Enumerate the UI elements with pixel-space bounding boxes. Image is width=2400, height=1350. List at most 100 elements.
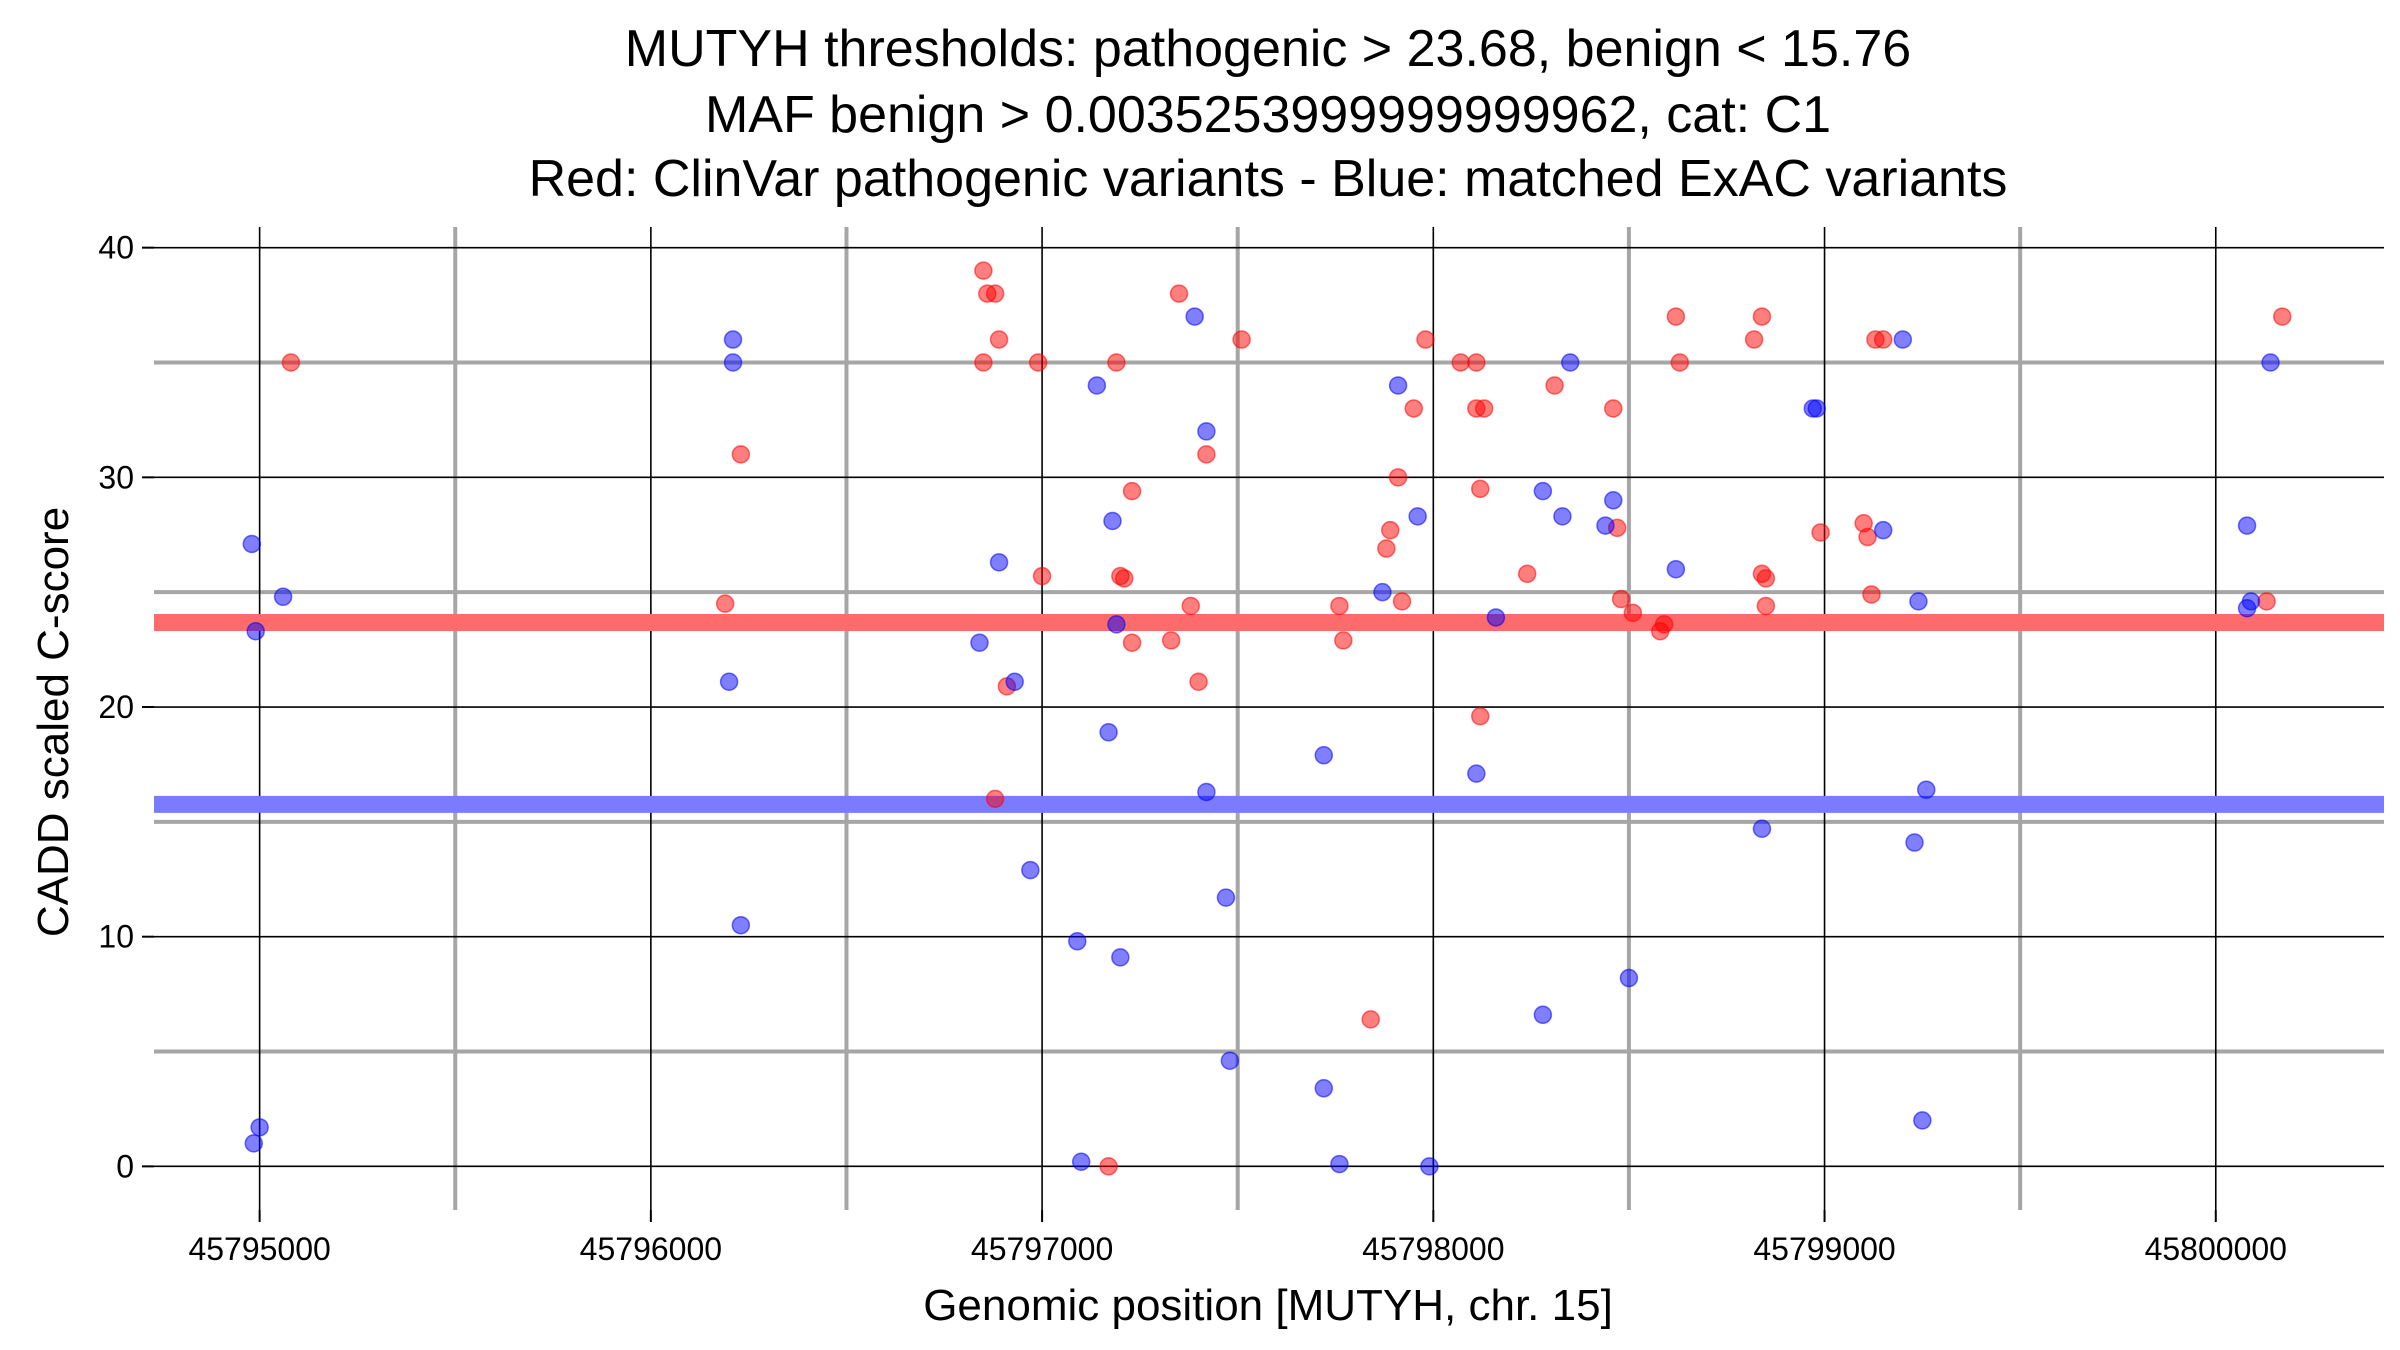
pathogenic-point bbox=[1517, 564, 1537, 584]
pathogenic-point bbox=[1028, 353, 1048, 372]
benign-point bbox=[1917, 780, 1936, 799]
pathogenic-point bbox=[974, 353, 993, 372]
benign-point bbox=[244, 1134, 264, 1153]
benign-point bbox=[2241, 592, 2261, 611]
pathogenic-point bbox=[1361, 1010, 1380, 1029]
threshold-lines bbox=[154, 613, 2384, 813]
y-tick-label: 0 bbox=[116, 1148, 134, 1184]
pathogenic-point bbox=[1114, 569, 1134, 588]
x-tick-label: 45795000 bbox=[188, 1231, 330, 1267]
benign-point bbox=[1314, 1079, 1334, 1098]
chart-title-line-3: Red: ClinVar pathogenic variants - Blue:… bbox=[529, 150, 2008, 208]
pathogenic-point bbox=[1169, 284, 1189, 303]
pathogenic-point bbox=[989, 330, 1009, 349]
benign-point bbox=[723, 330, 743, 349]
pathogenic-point bbox=[2257, 592, 2276, 611]
pathogenic-point bbox=[1752, 307, 1772, 326]
pathogenic-point bbox=[1107, 353, 1126, 372]
benign-point bbox=[1913, 1111, 1932, 1130]
pathogenic-point bbox=[1451, 353, 1470, 372]
benign-point bbox=[1087, 376, 1107, 395]
benign-point bbox=[1596, 516, 1615, 535]
x-tick-label: 45796000 bbox=[580, 1231, 722, 1267]
benign-point bbox=[1533, 481, 1553, 501]
chart-title: MUTYH thresholds: pathogenic > 23.68, be… bbox=[529, 20, 2008, 208]
pathogenic-series bbox=[281, 261, 2292, 1176]
pathogenic-point bbox=[1666, 307, 1686, 326]
benign-point bbox=[1005, 672, 1024, 692]
pathogenic-point bbox=[1161, 631, 1181, 650]
major-grid bbox=[154, 227, 2384, 1210]
benign-point bbox=[1071, 1152, 1091, 1172]
benign-point bbox=[1103, 511, 1122, 531]
pathogenic-point bbox=[731, 445, 751, 464]
benign-point bbox=[1666, 559, 1686, 579]
chart-title-line-1: MUTYH thresholds: pathogenic > 23.68, be… bbox=[625, 20, 1911, 78]
pathogenic-point bbox=[1623, 603, 1643, 623]
benign-point bbox=[723, 353, 743, 372]
benign-series bbox=[242, 307, 2280, 1176]
benign-point bbox=[1220, 1051, 1240, 1070]
benign-point bbox=[1388, 376, 1408, 395]
pathogenic-point bbox=[1181, 596, 1201, 616]
benign-point bbox=[2261, 353, 2280, 372]
pathogenic-point bbox=[1334, 631, 1353, 650]
benign-point bbox=[273, 587, 293, 607]
benign-point bbox=[1197, 782, 1216, 802]
pathogenic-point bbox=[281, 353, 301, 372]
benign-point bbox=[731, 915, 751, 935]
pathogenic-point bbox=[1611, 589, 1631, 609]
benign-point bbox=[1486, 608, 1506, 627]
x-tick-label: 45800000 bbox=[2145, 1231, 2287, 1267]
benign-point bbox=[1021, 860, 1040, 880]
benign-point bbox=[1560, 353, 1580, 372]
pathogenic-point bbox=[1122, 481, 1142, 501]
y-axis-title: CADD scaled C-score bbox=[29, 507, 78, 937]
benign-point bbox=[989, 553, 1009, 572]
pathogenic-point bbox=[1744, 330, 1764, 349]
benign-point bbox=[2237, 516, 2257, 535]
x-axis-title: Genomic position [MUTYH, chr. 15] bbox=[923, 1281, 1613, 1330]
pathogenic-point bbox=[1471, 479, 1490, 499]
pathogenic-point bbox=[1122, 633, 1142, 652]
plot-area: 0 10 20 30 40 45795000 45796000 45797000 457980… bbox=[98, 227, 2384, 1267]
benign-point bbox=[250, 1118, 269, 1137]
benign-point bbox=[719, 672, 739, 692]
pathogenic-point bbox=[1467, 353, 1486, 372]
benign-point bbox=[242, 534, 262, 554]
minor-grid bbox=[154, 227, 2384, 1210]
pathogenic-point bbox=[1545, 376, 1564, 395]
benign-point bbox=[1314, 745, 1334, 765]
pathogenic-point bbox=[985, 789, 1005, 809]
chart-title-line-2: MAF benign > 0.0035253999999999962, cat:… bbox=[705, 86, 1831, 144]
pathogenic-point bbox=[1189, 672, 1208, 692]
benign-point bbox=[1408, 507, 1427, 526]
benign-point bbox=[1185, 307, 1204, 326]
benign-point bbox=[1330, 1154, 1349, 1174]
benign-point bbox=[1619, 968, 1639, 988]
pathogenic-point bbox=[1404, 399, 1424, 418]
benign-point bbox=[1197, 422, 1216, 441]
pathogenic-point bbox=[1416, 330, 1435, 349]
pathogenic-point bbox=[974, 261, 993, 280]
benign-point bbox=[1873, 520, 1893, 540]
benign-point bbox=[1111, 948, 1130, 967]
y-tick-label: 40 bbox=[98, 230, 134, 266]
pathogenic-point bbox=[1862, 585, 1881, 604]
y-tick-label: 20 bbox=[98, 689, 134, 725]
pathogenic-point bbox=[1381, 520, 1400, 540]
benign-point bbox=[1909, 592, 1928, 611]
benign-point bbox=[1807, 399, 1826, 418]
benign-point bbox=[1604, 491, 1623, 510]
x-axis: 45795000 45796000 45797000 45798000 45799000… bbox=[188, 1210, 2287, 1267]
benign-point bbox=[1216, 888, 1236, 907]
pathogenic-point bbox=[1756, 596, 1776, 616]
benign-point bbox=[1420, 1157, 1439, 1176]
pathogenic-point bbox=[1756, 569, 1776, 588]
y-axis: 0 10 20 30 40 bbox=[98, 230, 154, 1184]
pathogenic-point bbox=[1232, 330, 1251, 349]
pathogenic-point bbox=[1392, 592, 1412, 611]
pathogenic-point bbox=[715, 594, 735, 613]
benign-point bbox=[1068, 932, 1087, 951]
